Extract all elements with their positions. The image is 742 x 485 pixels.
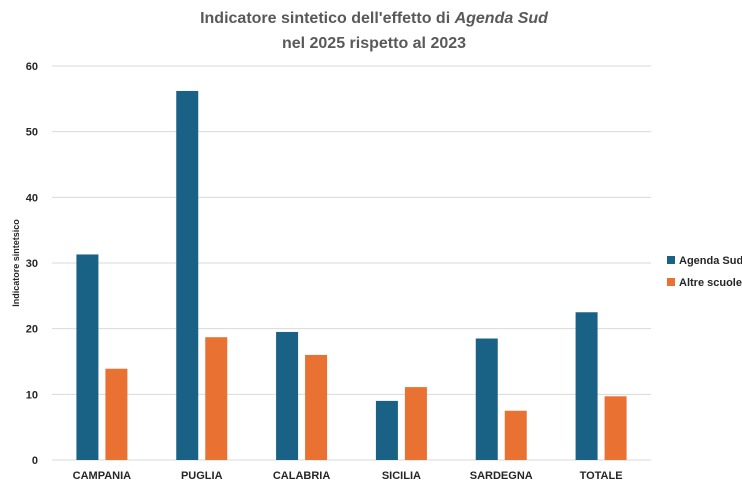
y-tick-label: 40 (26, 192, 38, 204)
chart-title-line2: nel 2025 rispetto al 2023 (282, 35, 466, 52)
y-tick-label: 10 (26, 389, 38, 401)
y-tick-label: 30 (26, 258, 38, 270)
x-category-label: PUGLIA (181, 470, 223, 482)
legend-label: Altre scuole (679, 277, 742, 289)
bar-altre-scuole-puglia (205, 337, 228, 460)
chart-title-prefix: Indicatore sintetico dell'effetto di (200, 10, 455, 27)
y-tick-label: 60 (26, 61, 38, 73)
y-tick-label: 20 (26, 324, 38, 336)
chart-title-emphasis: Agenda Sud (454, 10, 550, 27)
y-tick-label: 0 (32, 455, 38, 467)
legend-label: Agenda Sud (679, 255, 742, 267)
bar-altre-scuole-calabria (305, 354, 328, 460)
legend: Agenda Sud Altre scuole (667, 255, 742, 289)
x-category-label: TOTALE (580, 470, 623, 482)
x-category-label: SICILIA (382, 470, 421, 482)
bar-agenda-sud-sicilia (375, 400, 398, 460)
y-tick-label: 50 (26, 127, 38, 139)
legend-swatch (667, 256, 675, 264)
bar-agenda-sud-puglia (176, 90, 199, 460)
x-category-label: CAMPANIA (73, 470, 132, 482)
gridlines (52, 65, 651, 461)
legend-swatch (667, 278, 675, 286)
bar-agenda-sud-sardegna (475, 338, 498, 460)
bar-agenda-sud-calabria (276, 331, 299, 460)
x-category-label: SARDEGNA (470, 470, 533, 482)
bars (76, 90, 627, 460)
bar-agenda-sud-totale (575, 312, 598, 460)
y-axis-ticks: 0 10 20 30 40 50 60 (26, 61, 38, 467)
y-axis-label: Indicatore sintetsico (11, 219, 21, 307)
bar-altre-scuole-sicilia (404, 387, 427, 460)
bar-altre-scuole-campania (105, 368, 128, 460)
x-axis-categories: CAMPANIA PUGLIA CALABRIA SICILIA SARDEGNA TOT… (73, 470, 623, 482)
bar-altre-scuole-sardegna (504, 410, 527, 460)
bar-altre-scuole-totale (604, 396, 627, 460)
x-category-label: CALABRIA (273, 470, 330, 482)
bar-agenda-sud-campania (76, 254, 99, 460)
chart-title-line1: Indicatore sintetico dell'effetto di Age… (200, 10, 549, 27)
